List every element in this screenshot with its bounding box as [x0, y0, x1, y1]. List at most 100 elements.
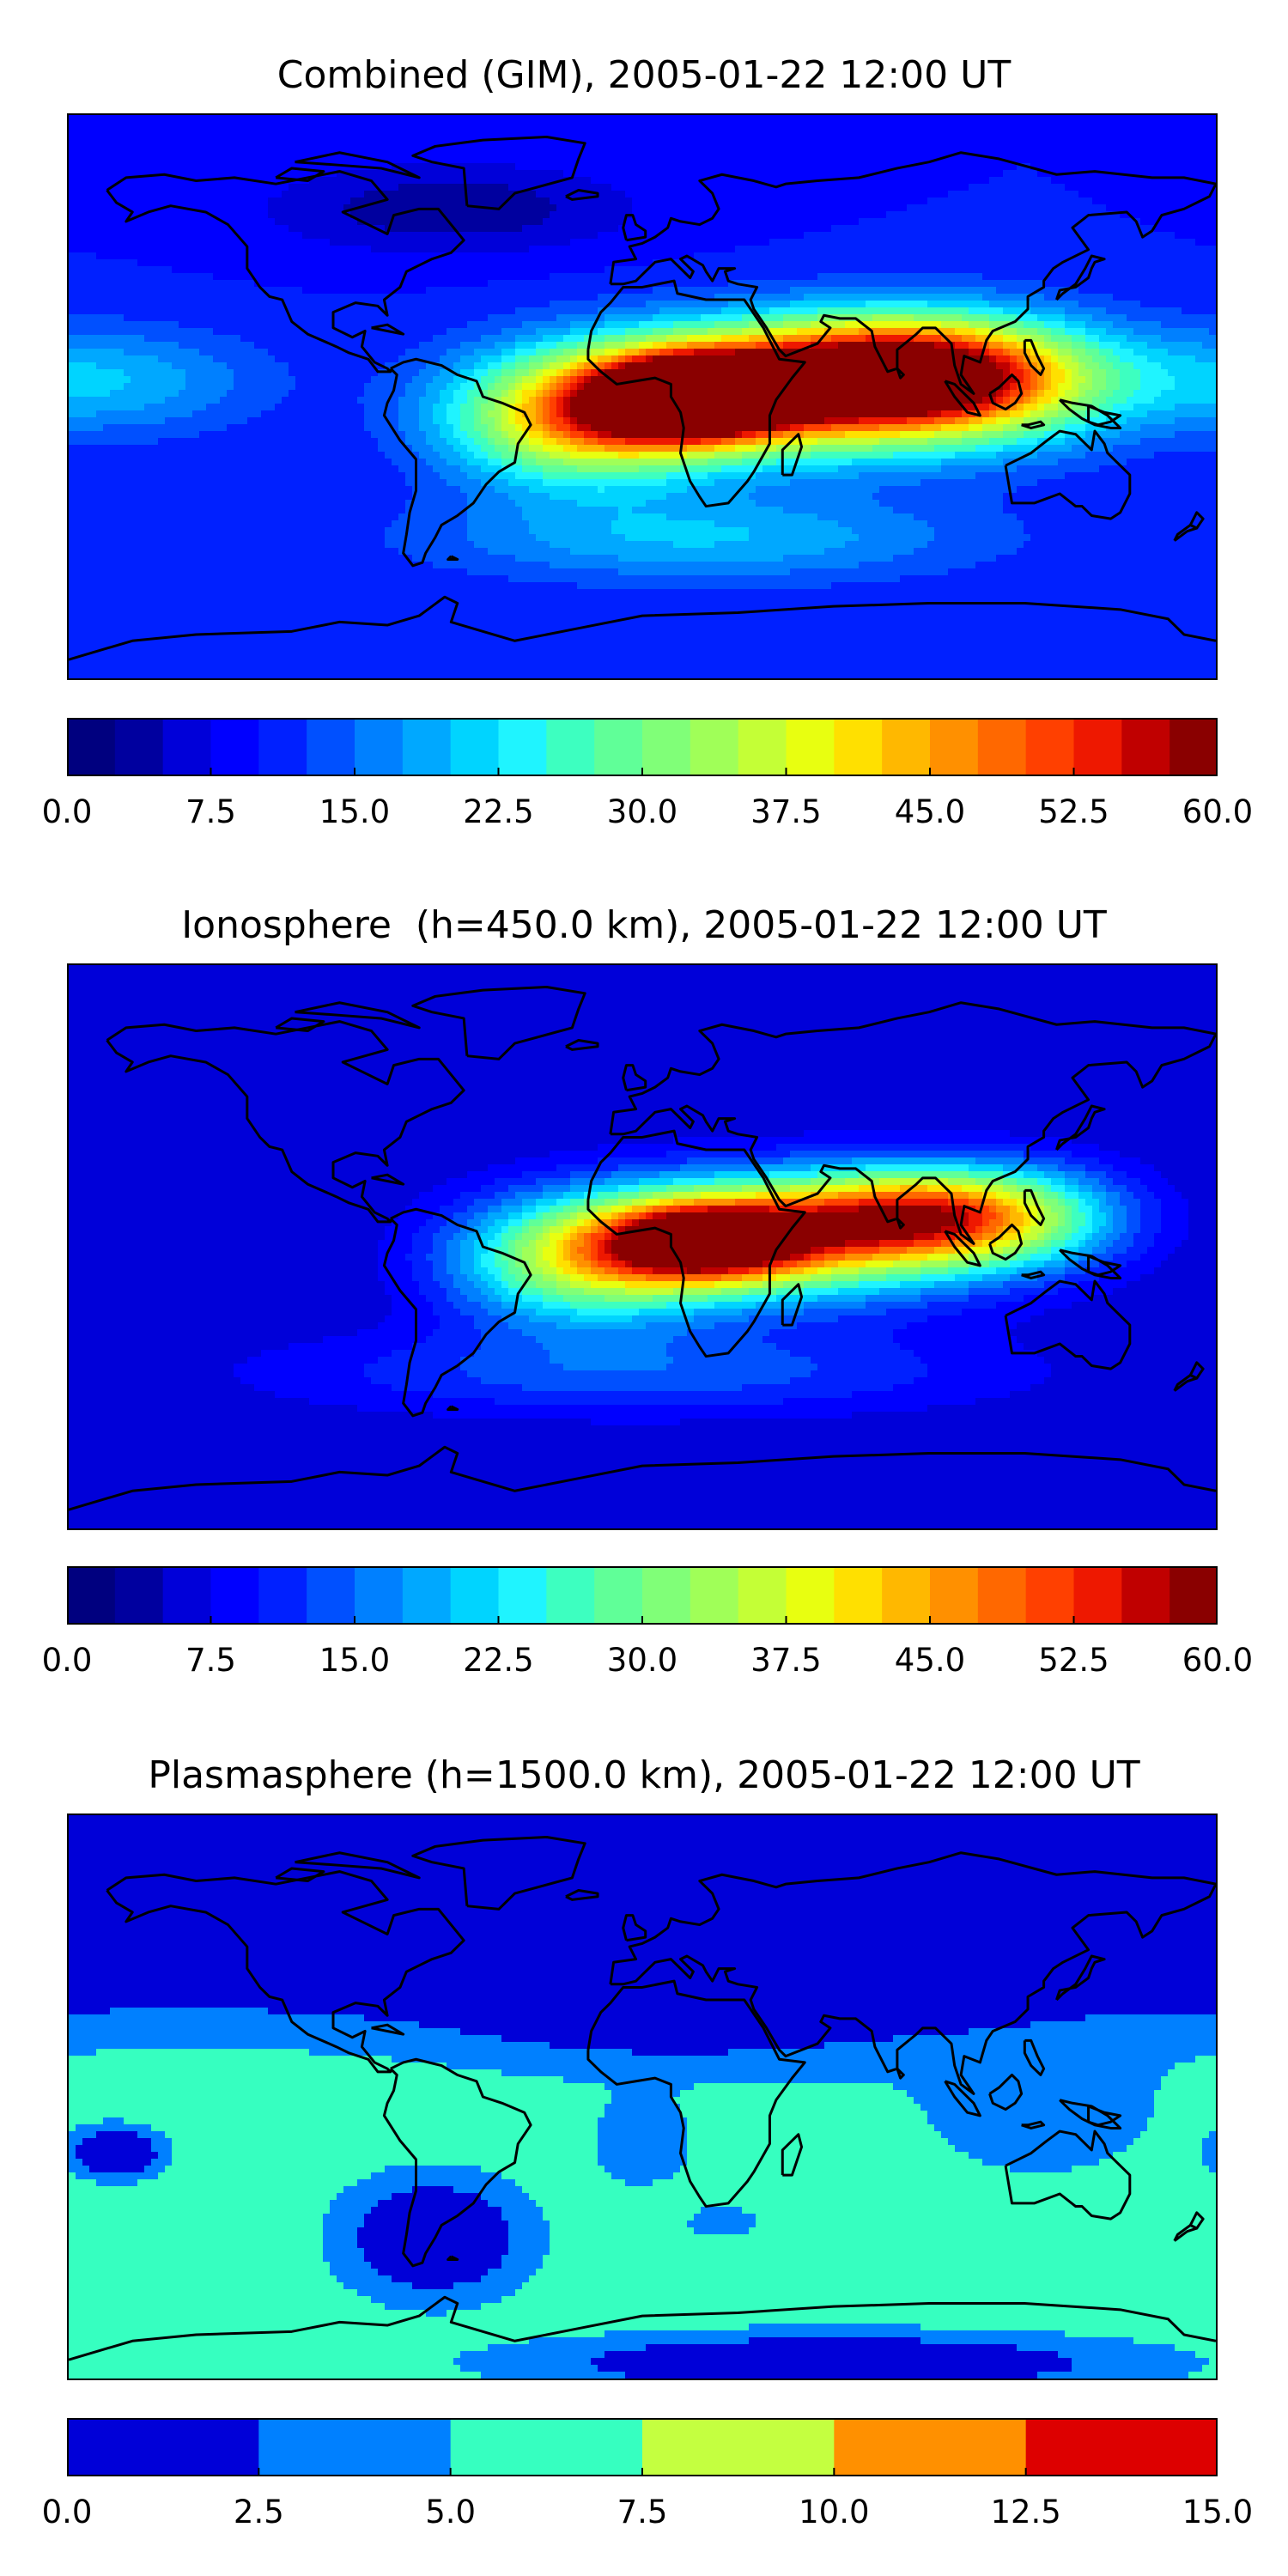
colorbar-segment: [67, 718, 116, 776]
colorbar-segment: [307, 718, 355, 776]
coastline: [295, 151, 421, 179]
colorbar-tick-label: 37.5: [750, 793, 821, 830]
colorbar-segment: [642, 718, 691, 776]
coastline: [1059, 1249, 1122, 1279]
coastline: [586, 1979, 806, 2208]
colorbar: [67, 1566, 1218, 1625]
coastline: [1173, 2223, 1199, 2242]
map-svg: [69, 1815, 1216, 2379]
colorbar-segment: [786, 1566, 835, 1625]
coastline: [382, 2057, 532, 2268]
coastline: [944, 2080, 981, 2117]
colorbar-tick-label: 10.0: [799, 2494, 869, 2530]
coastline: [411, 986, 586, 1060]
coastline: [371, 1173, 405, 1186]
coastline: [411, 1836, 586, 1911]
colorbar-segment: [1073, 718, 1122, 776]
colorbar-segment: [307, 1566, 355, 1625]
colorbar-segment: [258, 2418, 452, 2476]
colorbar-tick-label: 45.0: [895, 1642, 965, 1679]
coastline: [1173, 1373, 1199, 1392]
colorbar-tick-label: 45.0: [895, 793, 965, 830]
colorbar: [67, 718, 1218, 776]
colorbar-tick-label: 22.5: [463, 793, 533, 830]
colorbar-segment: [1025, 1566, 1074, 1625]
coastline: [944, 1230, 981, 1267]
coastline: [622, 1914, 647, 1942]
colorbar-segment: [1025, 718, 1074, 776]
coastlines: [69, 1836, 1216, 2361]
coastline: [565, 188, 599, 201]
colorbar-segment: [114, 718, 164, 776]
colorbar-segment: [1170, 1566, 1218, 1625]
coastline: [896, 368, 905, 380]
colorbar-segment: [786, 718, 835, 776]
colorbar-segment: [1073, 1566, 1122, 1625]
coastline: [586, 1129, 806, 1358]
coastline: [565, 1038, 599, 1051]
coastline: [988, 373, 1024, 411]
coastline: [1023, 1188, 1046, 1226]
colorbar-segment: [355, 1566, 404, 1625]
coastline: [1023, 2038, 1046, 2076]
field-cells: [69, 115, 1216, 678]
colorbar-segment: [882, 1566, 931, 1625]
coastline: [106, 1870, 465, 2074]
colorbar-segment: [258, 718, 307, 776]
coastline: [295, 1001, 421, 1030]
colorbar-segment: [546, 718, 595, 776]
colorbar-segment: [690, 1566, 739, 1625]
map-ionosphere: [67, 963, 1218, 1530]
colorbar-tick-label: 0.0: [42, 1642, 93, 1679]
colorbar-segment: [882, 718, 931, 776]
colorbar-segment: [930, 718, 979, 776]
colorbar-segment: [546, 1566, 595, 1625]
coastline: [1004, 1279, 1132, 1370]
colorbar-tick-label: 12.5: [990, 2494, 1060, 2530]
colorbar-tick-label: 0.0: [42, 2494, 93, 2530]
coastline: [781, 1283, 804, 1327]
colorbar-segment: [450, 1566, 499, 1625]
colorbar: [67, 2418, 1218, 2476]
coastlines: [69, 986, 1216, 1511]
coastline: [69, 595, 1216, 661]
coastline: [382, 357, 532, 568]
colorbar-segment: [355, 718, 404, 776]
colorbar-tick-label: 7.5: [185, 793, 236, 830]
colorbar-segment: [642, 2418, 835, 2476]
coastline: [275, 167, 325, 183]
field-cells: [69, 1815, 1216, 2379]
colorbar-segment: [162, 718, 211, 776]
colorbar-tick-label: 60.0: [1182, 1642, 1253, 1679]
coastline: [1059, 398, 1122, 429]
coastline: [1004, 429, 1132, 520]
colorbar-segment: [450, 2418, 643, 2476]
coastline: [622, 214, 647, 242]
coastline: [896, 1218, 905, 1230]
colorbar-segment: [690, 718, 739, 776]
colorbar-tick-label: 15.0: [319, 1642, 390, 1679]
coastline: [1087, 2105, 1122, 2127]
coastline: [609, 151, 1216, 395]
colorbar-tick-label: 15.0: [319, 793, 390, 830]
colorbar-segment: [977, 718, 1027, 776]
coastline: [275, 1017, 325, 1033]
colorbar-segment: [594, 718, 643, 776]
coastline: [447, 2255, 459, 2262]
colorbar-segment: [498, 718, 547, 776]
colorbar-tick-label: 15.0: [1182, 2494, 1253, 2530]
coastline: [1055, 1954, 1106, 2002]
coastline: [69, 2295, 1216, 2361]
colorbar-tick-label: 2.5: [234, 2494, 284, 2530]
coastline: [106, 170, 465, 374]
colorbar-ticks: 0.0 7.5 15.0 22.5 30.0 37.5 45.0 52.5 60.0: [42, 793, 1254, 836]
colorbar-segment: [67, 2418, 259, 2476]
coastline: [1021, 420, 1046, 429]
map-combined: [67, 113, 1218, 680]
colorbar-segment: [1025, 2418, 1218, 2476]
map-plasmasphere: [67, 1814, 1218, 2380]
coastline: [295, 1851, 421, 1880]
colorbar-segment: [738, 1566, 787, 1625]
coastline: [586, 279, 806, 508]
colorbar-segment: [834, 1566, 883, 1625]
